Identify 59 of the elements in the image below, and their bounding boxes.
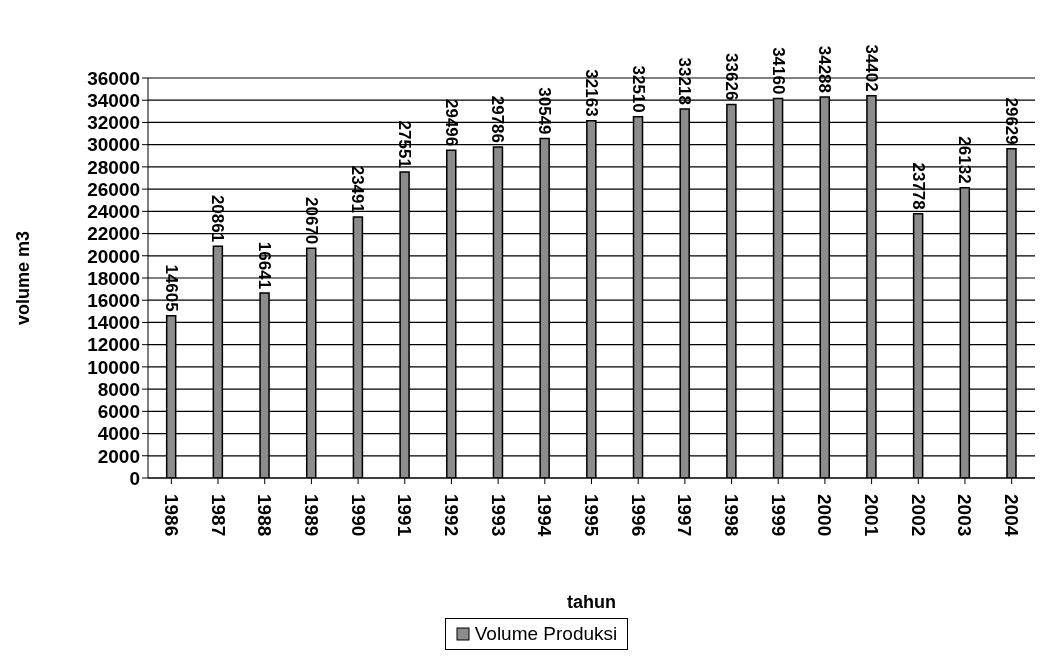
y-tick-label: 36000 bbox=[87, 67, 140, 89]
y-tick-label: 24000 bbox=[87, 201, 140, 223]
x-tick-label: 2000 bbox=[814, 494, 836, 537]
y-tick-label: 0 bbox=[129, 467, 140, 489]
x-tick-label: 1993 bbox=[487, 494, 509, 537]
data-label: 16641 bbox=[255, 241, 275, 290]
x-tick-label: 1996 bbox=[627, 494, 649, 537]
x-tick-label: 2003 bbox=[954, 494, 976, 537]
x-tick-label: 2002 bbox=[907, 494, 929, 537]
data-label: 33626 bbox=[721, 53, 741, 101]
y-tick-label: 30000 bbox=[87, 134, 140, 156]
data-label: 27551 bbox=[395, 120, 415, 168]
data-label: 23491 bbox=[348, 165, 368, 213]
x-tick-label: 1999 bbox=[767, 494, 789, 537]
y-tick-label: 6000 bbox=[97, 401, 140, 423]
x-tick-label: 1991 bbox=[394, 494, 416, 537]
y-tick-label: 8000 bbox=[97, 378, 140, 400]
data-label: 26132 bbox=[955, 136, 975, 184]
y-tick-label: 20000 bbox=[87, 245, 140, 267]
y-tick-label: 14000 bbox=[87, 312, 140, 334]
y-tick-label: 26000 bbox=[87, 178, 140, 200]
x-tick-label: 1987 bbox=[207, 494, 229, 537]
data-label: 32163 bbox=[581, 69, 601, 117]
data-label: 20861 bbox=[208, 194, 228, 243]
data-label: 34160 bbox=[768, 47, 788, 95]
y-tick-label: 16000 bbox=[87, 289, 140, 311]
x-tick-label: 1994 bbox=[534, 494, 556, 537]
x-axis-title: tahun bbox=[567, 592, 616, 612]
data-label: 14605 bbox=[161, 264, 181, 312]
y-tick-label: 28000 bbox=[87, 156, 140, 178]
y-tick-label: 12000 bbox=[87, 334, 140, 356]
x-tick-label: 2004 bbox=[1001, 494, 1023, 537]
data-label: 29629 bbox=[1001, 97, 1021, 145]
x-tick-label: 1988 bbox=[254, 494, 276, 537]
y-tick-label: 22000 bbox=[87, 223, 140, 245]
x-tick-label: 1989 bbox=[300, 494, 322, 537]
legend-label: Volume Produksi bbox=[473, 623, 618, 645]
y-tick-label: 32000 bbox=[87, 112, 140, 134]
data-label: 30549 bbox=[535, 87, 555, 135]
x-tick-label: 1990 bbox=[347, 494, 369, 537]
data-label: 29786 bbox=[488, 95, 508, 144]
data-label: 23778 bbox=[908, 162, 928, 210]
y-tick-label: 2000 bbox=[97, 445, 140, 467]
y-tick-label: 34000 bbox=[87, 89, 140, 111]
x-tick-label: 1995 bbox=[581, 494, 602, 537]
data-label: 20670 bbox=[301, 197, 321, 245]
x-tick-label: 1992 bbox=[440, 494, 462, 537]
y-axis-title: volume m3 bbox=[13, 230, 34, 326]
y-tick-label: 10000 bbox=[87, 356, 140, 378]
data-label: 32510 bbox=[628, 65, 648, 113]
x-tick-label: 2001 bbox=[861, 494, 883, 537]
x-tick-label: 1997 bbox=[674, 494, 696, 537]
data-label: 34288 bbox=[815, 45, 835, 94]
y-tick-label: 18000 bbox=[87, 267, 140, 289]
x-tick-label: 1986 bbox=[160, 494, 182, 537]
y-tick-label: 4000 bbox=[97, 423, 140, 445]
data-label: 33218 bbox=[675, 57, 695, 105]
data-label: 34402 bbox=[861, 44, 881, 92]
x-tick-label: 1998 bbox=[721, 494, 743, 537]
